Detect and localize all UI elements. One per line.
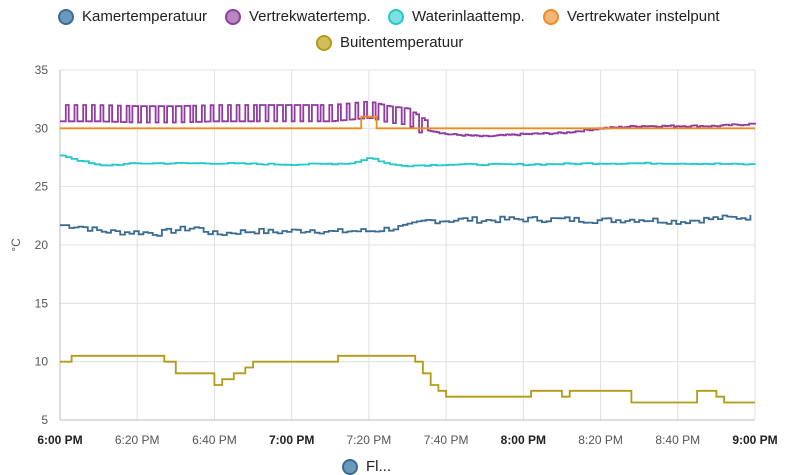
series-line-vertrekwater-instelpunt (60, 115, 755, 130)
x-tick-label: 6:00 PM (37, 433, 82, 447)
x-tick-label: 9:00 PM (732, 433, 777, 447)
legend-item-0[interactable]: Kamertemperatuur (58, 8, 207, 25)
series-line-buitentemperatuur (60, 354, 755, 404)
legend-label: Vertrekwater instelpunt (567, 8, 720, 25)
y-tick-label: 5 (41, 413, 48, 427)
y-tick-label: 20 (35, 238, 49, 252)
y-tick-label: 30 (35, 121, 49, 135)
series-line-vertrekwatertemp- (60, 101, 756, 138)
x-tick-label: 6:40 PM (192, 433, 237, 447)
x-tick-label: 7:20 PM (347, 433, 392, 447)
legend-swatch-icon (316, 34, 332, 51)
legend-item-4[interactable]: Buitentemperatuur (316, 34, 463, 51)
x-tick-label: 8:20 PM (578, 433, 623, 447)
x-tick-label: 6:20 PM (115, 433, 160, 447)
legend-label: Buitentemperatuur (340, 34, 464, 51)
series-line-kamertemperatuur (60, 214, 752, 237)
legend-item-2[interactable]: Waterinlaattemp. (388, 8, 525, 25)
legend-item-overflow[interactable]: Fl... (342, 458, 391, 475)
y-tick-label: 25 (35, 180, 49, 194)
legend-swatch-icon (388, 8, 404, 25)
x-tick-label: 8:00 PM (501, 433, 546, 447)
chart-legend: Kamertemperatuur Vertrekwatertemp. Waterin… (0, 0, 800, 60)
y-tick-label: 15 (35, 296, 49, 310)
x-tick-label: 8:40 PM (655, 433, 700, 447)
legend-label: Kamertemperatuur (82, 8, 208, 25)
legend-swatch-icon (342, 458, 358, 475)
x-tick-label: 7:40 PM (424, 433, 469, 447)
legend-swatch-icon (543, 8, 559, 25)
legend-label: Vertrekwatertemp. (249, 8, 371, 25)
x-tick-label: 7:00 PM (269, 433, 314, 447)
legend-swatch-icon (58, 8, 74, 25)
y-axis-title: °C (9, 238, 23, 252)
legend-item-1[interactable]: Vertrekwatertemp. (225, 8, 371, 25)
y-tick-label: 35 (35, 63, 49, 77)
y-tick-label: 10 (35, 355, 49, 369)
legend-item-3[interactable]: Vertrekwater instelpunt (543, 8, 720, 25)
legend-label: Fl... (366, 458, 391, 475)
series-line-waterinlaattemp- (60, 154, 756, 168)
legend-label: Waterinlaattemp. (412, 8, 525, 25)
legend-swatch-icon (225, 8, 241, 25)
